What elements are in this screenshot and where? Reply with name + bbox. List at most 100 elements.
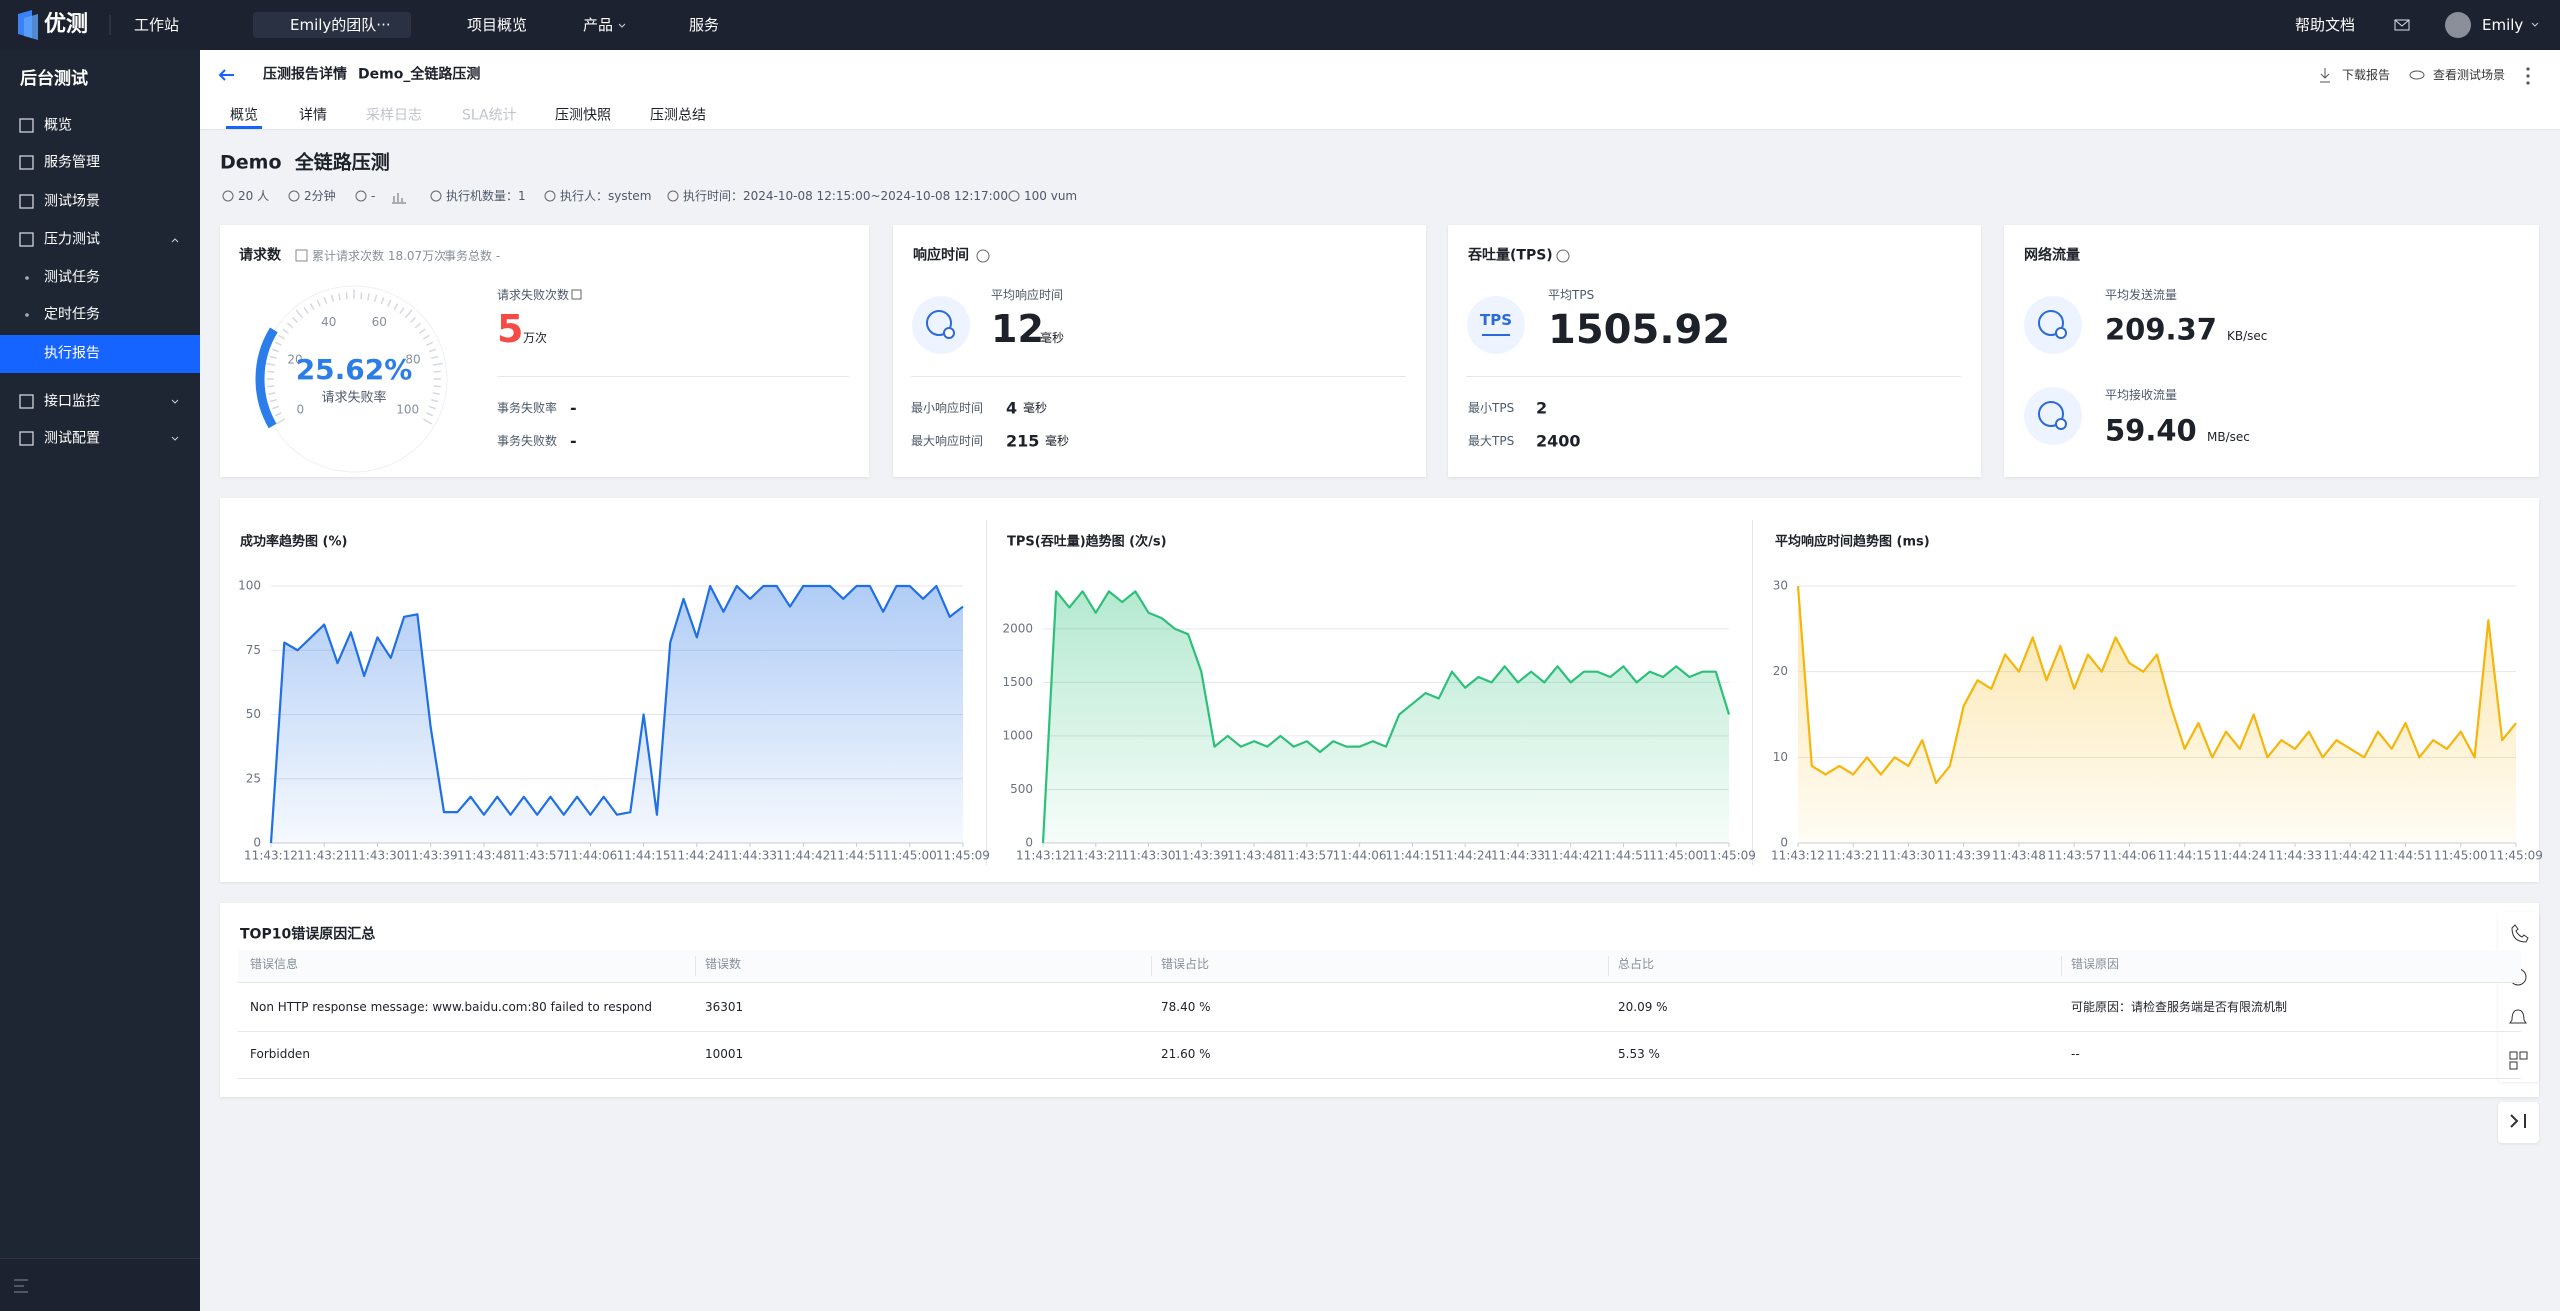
breadcrumb: 压测报告详情 xyxy=(263,66,347,83)
meta-icon xyxy=(430,190,442,202)
table-header: 错误信息 xyxy=(250,956,299,971)
nav-item[interactable]: 产品 xyxy=(583,16,614,34)
meta-icon xyxy=(544,190,556,202)
help-link[interactable]: 帮助文档 xyxy=(2295,16,2356,34)
meta-item: 2分钟 xyxy=(304,188,336,203)
meta-item: 执行机数量：1 xyxy=(446,188,526,203)
table-header: 错误数 xyxy=(705,956,742,971)
row-label: 事务失败率 xyxy=(497,400,558,415)
row-value: 2 xyxy=(1536,398,1548,418)
sidebar-item[interactable]: 定时任务 xyxy=(44,306,100,323)
tab[interactable]: 概览 xyxy=(230,107,258,124)
meta-item: 20 人 xyxy=(238,188,270,203)
table-cell: Non HTTP response message: www.baidu.com… xyxy=(250,999,653,1014)
table-panel xyxy=(220,903,2539,1097)
meta-icon xyxy=(667,190,679,202)
header-action[interactable]: 查看测试场景 xyxy=(2433,67,2506,82)
meta-icon xyxy=(392,193,406,204)
row-label: 最大响应时间 xyxy=(911,433,984,448)
row-label: 最大TPS xyxy=(1468,433,1515,448)
tab[interactable]: 详情 xyxy=(299,107,327,124)
transactions-total: 事务总数 - xyxy=(444,248,501,263)
row-label: 平均发送流量 xyxy=(2105,287,2178,302)
row-label: 最小响应时间 xyxy=(911,400,984,415)
table-header: 错误原因 xyxy=(2071,956,2120,971)
team-selector[interactable] xyxy=(253,12,411,38)
row-unit: MB/sec xyxy=(2207,429,2250,444)
meta-item: 执行时间：2024-10-08 12:15:00~2024-10-08 12:1… xyxy=(683,188,1008,203)
table-line xyxy=(238,1078,2521,1079)
table-cell: 78.40 % xyxy=(1161,999,1211,1014)
card-title: 响应时间 xyxy=(913,247,969,264)
sidebar-item[interactable]: 概览 xyxy=(44,117,72,134)
chart-divider xyxy=(1752,520,1753,865)
top-bar xyxy=(0,0,2560,50)
column-divider xyxy=(1151,956,1152,976)
meta-icon xyxy=(288,190,300,202)
meta-item: 执行人：system xyxy=(560,188,652,203)
header-action[interactable]: 下载报告 xyxy=(2342,67,2391,82)
sidebar-item[interactable]: 压力测试 xyxy=(44,231,100,248)
row-value: 4 xyxy=(1006,398,1018,418)
row-unit: 毫秒 xyxy=(1045,433,1070,448)
table-cell: Forbidden xyxy=(250,1046,310,1061)
row-label: 平均接收流量 xyxy=(2105,387,2178,402)
column-divider xyxy=(2061,956,2062,976)
tab-underline xyxy=(226,126,262,129)
row-value: - xyxy=(570,431,577,451)
divider xyxy=(497,376,849,377)
fail-value: 5 xyxy=(497,307,524,352)
card-tps xyxy=(1448,225,1981,477)
table-cell: -- xyxy=(2071,1046,2080,1061)
card-response xyxy=(893,225,1426,477)
tab[interactable]: SLA统计 xyxy=(462,107,517,124)
row-value: 2400 xyxy=(1536,431,1581,451)
chart-divider xyxy=(986,520,987,865)
table-line xyxy=(238,982,2521,983)
workspace[interactable]: 工作站 xyxy=(134,16,180,34)
column-divider xyxy=(1608,956,1609,976)
card-title: 请求数 xyxy=(239,247,281,264)
sidebar-item[interactable]: 测试任务 xyxy=(44,269,100,286)
row-label: 事务失败数 xyxy=(497,433,558,448)
tab[interactable]: 压测总结 xyxy=(650,107,706,124)
row-label: 最小TPS xyxy=(1468,400,1515,415)
fail-label: 请求失败次数 xyxy=(497,287,570,302)
card-title: 吞吐量(TPS) xyxy=(1468,247,1553,264)
table-cell: 20.09 % xyxy=(1618,999,1668,1014)
sidebar-item[interactable]: 服务管理 xyxy=(44,154,100,171)
table-cell: 可能原因：请检查服务端是否有限流机制 xyxy=(2071,999,2288,1014)
column-divider xyxy=(695,956,696,976)
float-toolbar xyxy=(2498,912,2539,1082)
sidebar-title: 后台测试 xyxy=(20,68,88,89)
sidebar-item[interactable]: 测试场景 xyxy=(44,193,100,210)
row-value: 215 xyxy=(1006,431,1040,451)
logo-text: 优测 xyxy=(44,11,89,37)
sidebar-footer xyxy=(0,1258,200,1311)
report-name: Demo_全链路压测 xyxy=(358,66,481,83)
collapse-button[interactable] xyxy=(2498,1102,2539,1143)
user-name[interactable]: Emily xyxy=(2482,16,2524,34)
sidebar-item[interactable]: 执行报告 xyxy=(44,345,100,362)
summary-title: Demo 全链路压测 xyxy=(220,151,390,174)
table-line xyxy=(238,1031,2521,1032)
nav-item[interactable]: 服务 xyxy=(689,16,720,34)
card-title: 网络流量 xyxy=(2024,247,2080,264)
sidebar-item[interactable]: 测试配置 xyxy=(44,430,100,447)
table-header-bg xyxy=(238,950,2521,982)
row-value: 59.40 xyxy=(2105,413,2197,448)
page-header xyxy=(200,50,2560,130)
avg-label: 平均TPS xyxy=(1548,287,1595,302)
tab[interactable]: 压测快照 xyxy=(555,107,611,124)
table-header: 总占比 xyxy=(1618,956,1655,971)
table-cell: 36301 xyxy=(705,999,744,1014)
sidebar-item[interactable]: 接口监控 xyxy=(44,393,100,410)
row-value: 209.37 xyxy=(2105,312,2217,347)
table-cell: 21.60 % xyxy=(1161,1046,1211,1061)
divider xyxy=(911,376,1406,377)
sidebar-active xyxy=(0,335,200,373)
team-name[interactable]: Emily的团队··· xyxy=(290,16,391,34)
card-network xyxy=(2004,225,2539,477)
nav-item[interactable]: 项目概览 xyxy=(467,16,528,34)
tab[interactable]: 采样日志 xyxy=(366,107,422,124)
